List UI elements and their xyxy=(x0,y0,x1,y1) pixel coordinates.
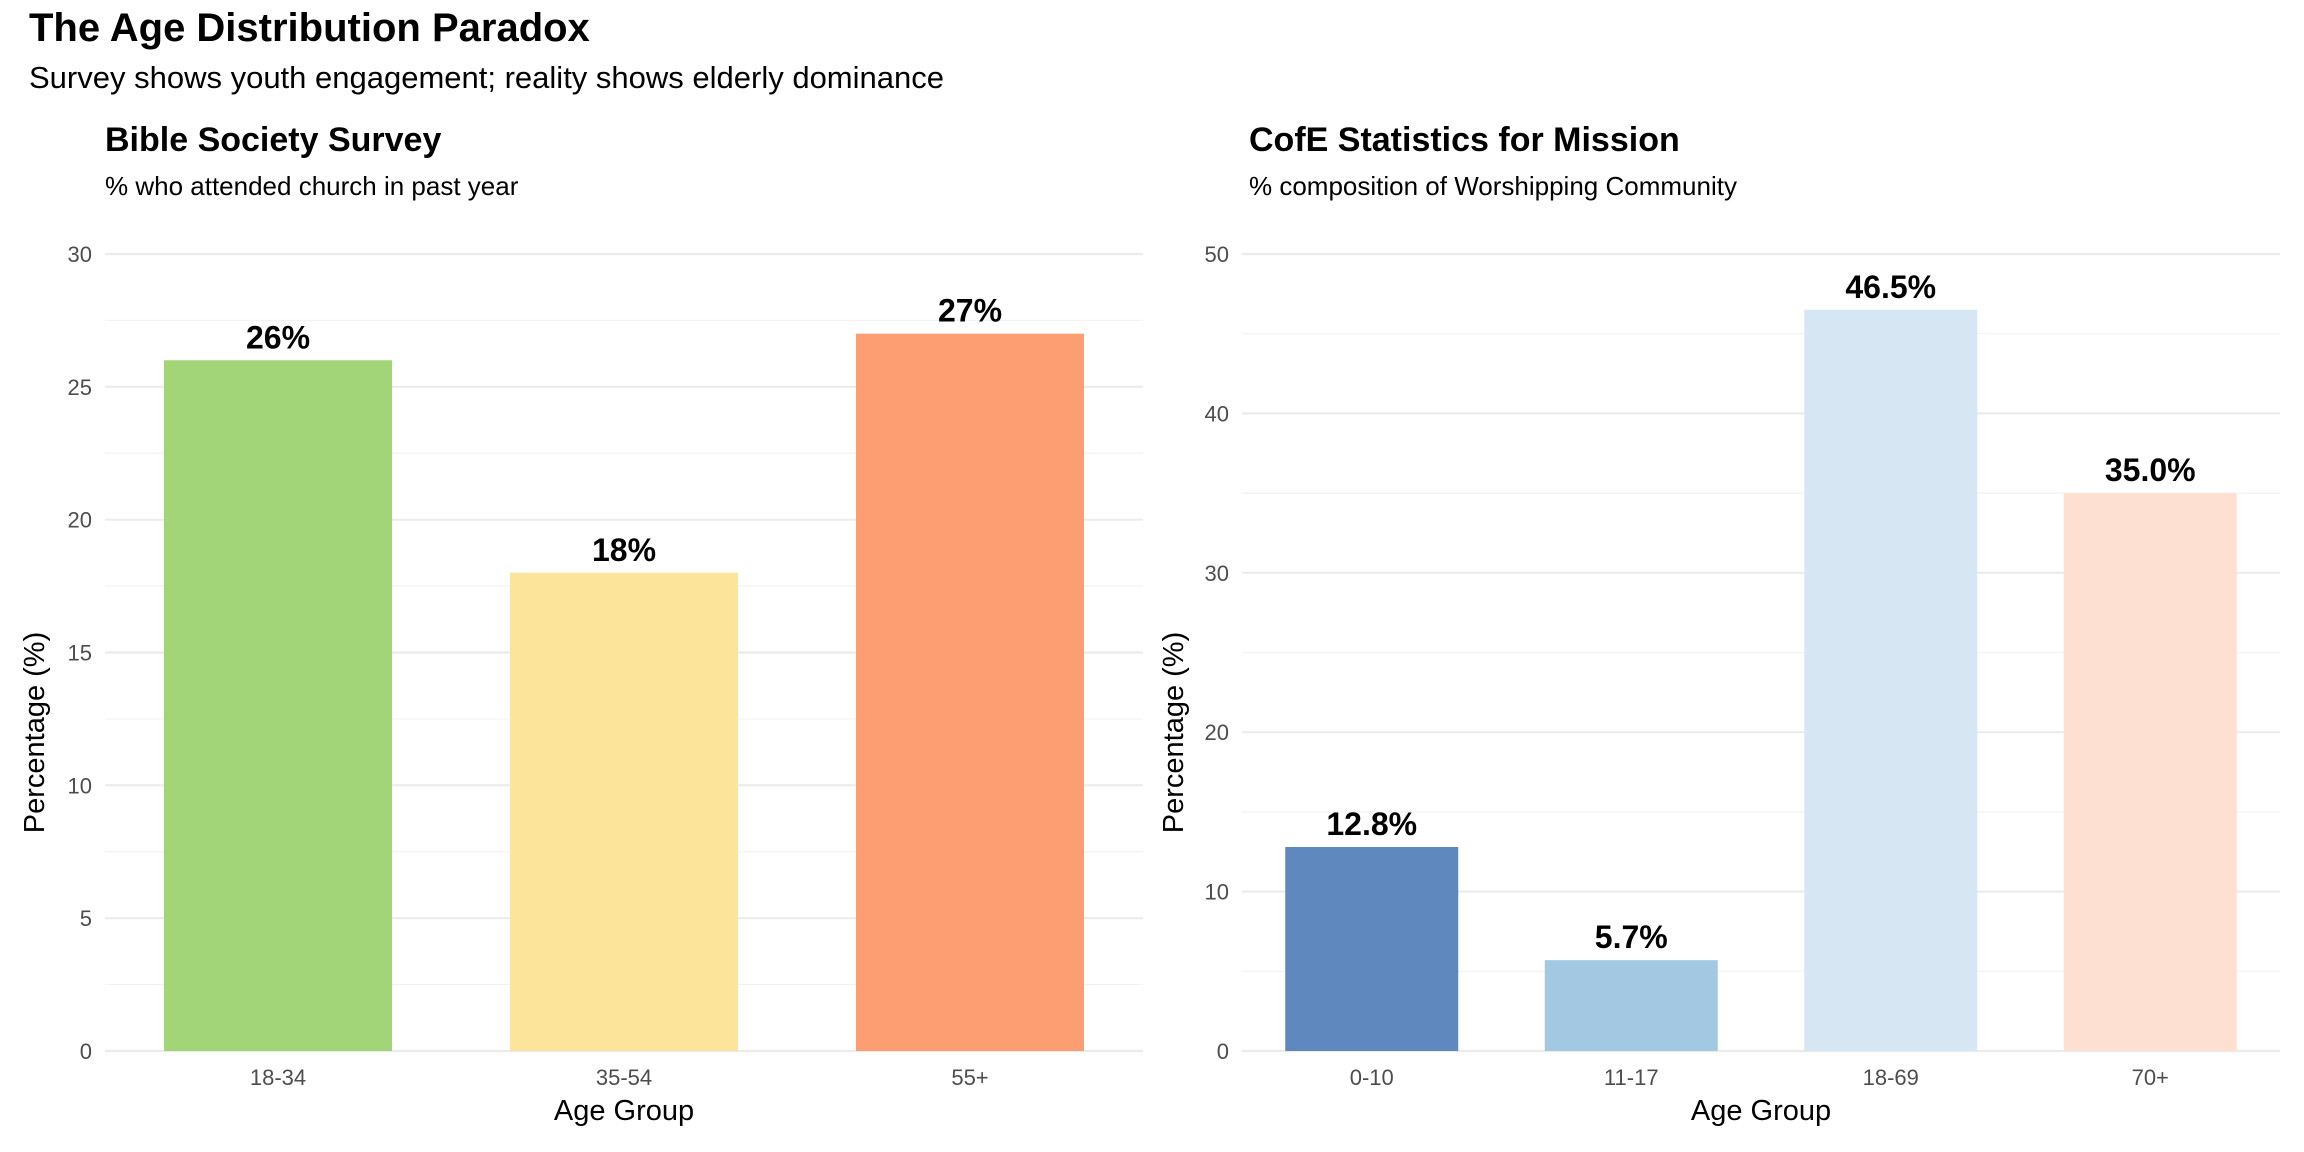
panel2-title: CofE Statistics for Mission xyxy=(1249,121,1680,159)
panel2-y-tick-label: 40 xyxy=(1205,401,1229,426)
panel1-y-tick-label: 10 xyxy=(68,773,92,798)
panel2-y-tick-label: 30 xyxy=(1205,561,1229,586)
panel1-y-tick-label: 20 xyxy=(68,508,92,533)
panel2-y-tick-label: 50 xyxy=(1205,242,1229,267)
panel2-y-tick-label: 0 xyxy=(1217,1039,1229,1064)
panel1-y-tick-label: 25 xyxy=(68,375,92,400)
panel2-x-axis-label: Age Group xyxy=(1691,1095,1831,1127)
panel2-data-label: 5.7% xyxy=(1595,919,1668,955)
panel2-x-tick-label: 11-17 xyxy=(1604,1065,1659,1090)
panel2-x-tick-label: 70+ xyxy=(2132,1065,2169,1090)
figure-subtitle: Survey shows youth engagement; reality s… xyxy=(29,60,944,95)
panel1-data-label: 27% xyxy=(938,293,1002,329)
panel1-data-label: 18% xyxy=(592,532,656,568)
panel1-subtitle: % who attended church in past year xyxy=(105,171,519,201)
panel2-bar xyxy=(1804,309,1978,1051)
panel2-y-axis-label: Percentage (%) xyxy=(1158,632,1190,834)
panel1-bar xyxy=(856,333,1084,1051)
panel2-y-tick-label: 20 xyxy=(1205,720,1229,745)
panel2-x-tick-label: 0-10 xyxy=(1350,1065,1394,1090)
panel2-data-label: 46.5% xyxy=(1845,269,1936,305)
panel1-y-axis-label: Percentage (%) xyxy=(19,632,51,834)
panel1-y-tick-label: 5 xyxy=(80,906,92,931)
panel1-x-tick-label: 35-54 xyxy=(596,1065,652,1090)
panel2-data-label: 12.8% xyxy=(1326,806,1417,842)
panel1-x-axis-label: Age Group xyxy=(554,1095,694,1127)
panel2-y-tick-label: 10 xyxy=(1205,880,1229,905)
panel1-y-tick-label: 0 xyxy=(80,1039,92,1064)
panel2-bar xyxy=(1544,960,1718,1051)
panel1-title: Bible Society Survey xyxy=(105,121,441,159)
panel1-bar xyxy=(164,360,392,1051)
figure-title: The Age Distribution Paradox xyxy=(29,6,590,50)
panel2-subtitle: % composition of Worshipping Community xyxy=(1249,171,1737,201)
panel1-data-label: 26% xyxy=(246,319,310,355)
panel1-bar xyxy=(510,572,738,1051)
panel1-x-tick-label: 18-34 xyxy=(250,1065,306,1090)
panel2-x-tick-label: 18-69 xyxy=(1863,1065,1919,1090)
panel2-bar xyxy=(2063,493,2237,1052)
panel2-data-label: 35.0% xyxy=(2105,452,2196,488)
panel1-y-tick-label: 30 xyxy=(68,242,92,267)
panel1-y-tick-label: 15 xyxy=(68,641,92,666)
panel1-x-tick-label: 55+ xyxy=(951,1065,988,1090)
panel2-bar xyxy=(1285,846,1459,1051)
